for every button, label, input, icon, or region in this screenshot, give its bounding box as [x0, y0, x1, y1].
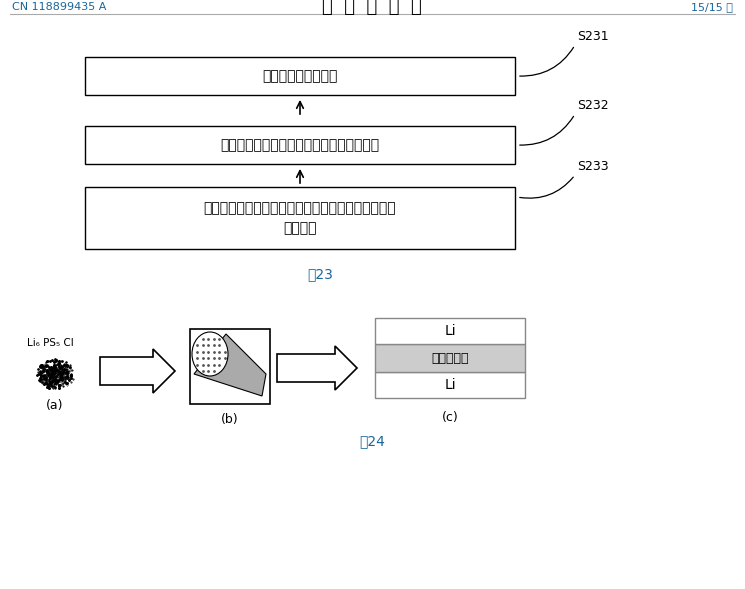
Bar	[190, 329, 270, 404]
Text: 离子电池: 离子电池	[283, 221, 317, 235]
Text: 形成掺杂硫化物材料: 形成掺杂硫化物材料	[262, 69, 337, 83]
Text: Li₆ PS₅ Cl: Li₆ PS₅ Cl	[27, 338, 73, 348]
Bar	[85, 126, 515, 164]
Text: 说  明  书  附  图: 说 明 书 附 图	[322, 0, 422, 16]
Text: 组装金属锤负极、硫化物固态电解质和正极，得到锤: 组装金属锤负极、硫化物固态电解质和正极，得到锤	[203, 201, 396, 215]
Text: Li: Li	[444, 324, 456, 338]
Polygon shape	[194, 334, 266, 396]
Polygon shape	[277, 346, 357, 390]
Text: 图23: 图23	[307, 267, 333, 281]
Polygon shape	[100, 349, 175, 393]
Text: (c): (c)	[442, 412, 458, 425]
Text: Li: Li	[444, 378, 456, 392]
Text: 15/15 页: 15/15 页	[691, 2, 733, 12]
Bar	[375, 318, 525, 344]
Bar	[375, 344, 525, 372]
Text: 利用掺杂硫化物材料形成硫化物固态电解质: 利用掺杂硫化物材料形成硫化物固态电解质	[221, 138, 379, 152]
Text: CN 118899435 A: CN 118899435 A	[12, 2, 107, 12]
Text: (b): (b)	[221, 413, 239, 426]
Text: S231: S231	[577, 30, 609, 43]
Bar	[375, 372, 525, 398]
Bar	[85, 57, 515, 95]
Ellipse shape	[192, 332, 228, 376]
Text: (a): (a)	[46, 399, 64, 412]
Text: 固态电解质: 固态电解质	[431, 352, 469, 365]
Text: S232: S232	[577, 99, 609, 112]
Text: S233: S233	[577, 160, 609, 173]
Text: 图24: 图24	[359, 434, 385, 448]
Bar	[85, 187, 515, 249]
